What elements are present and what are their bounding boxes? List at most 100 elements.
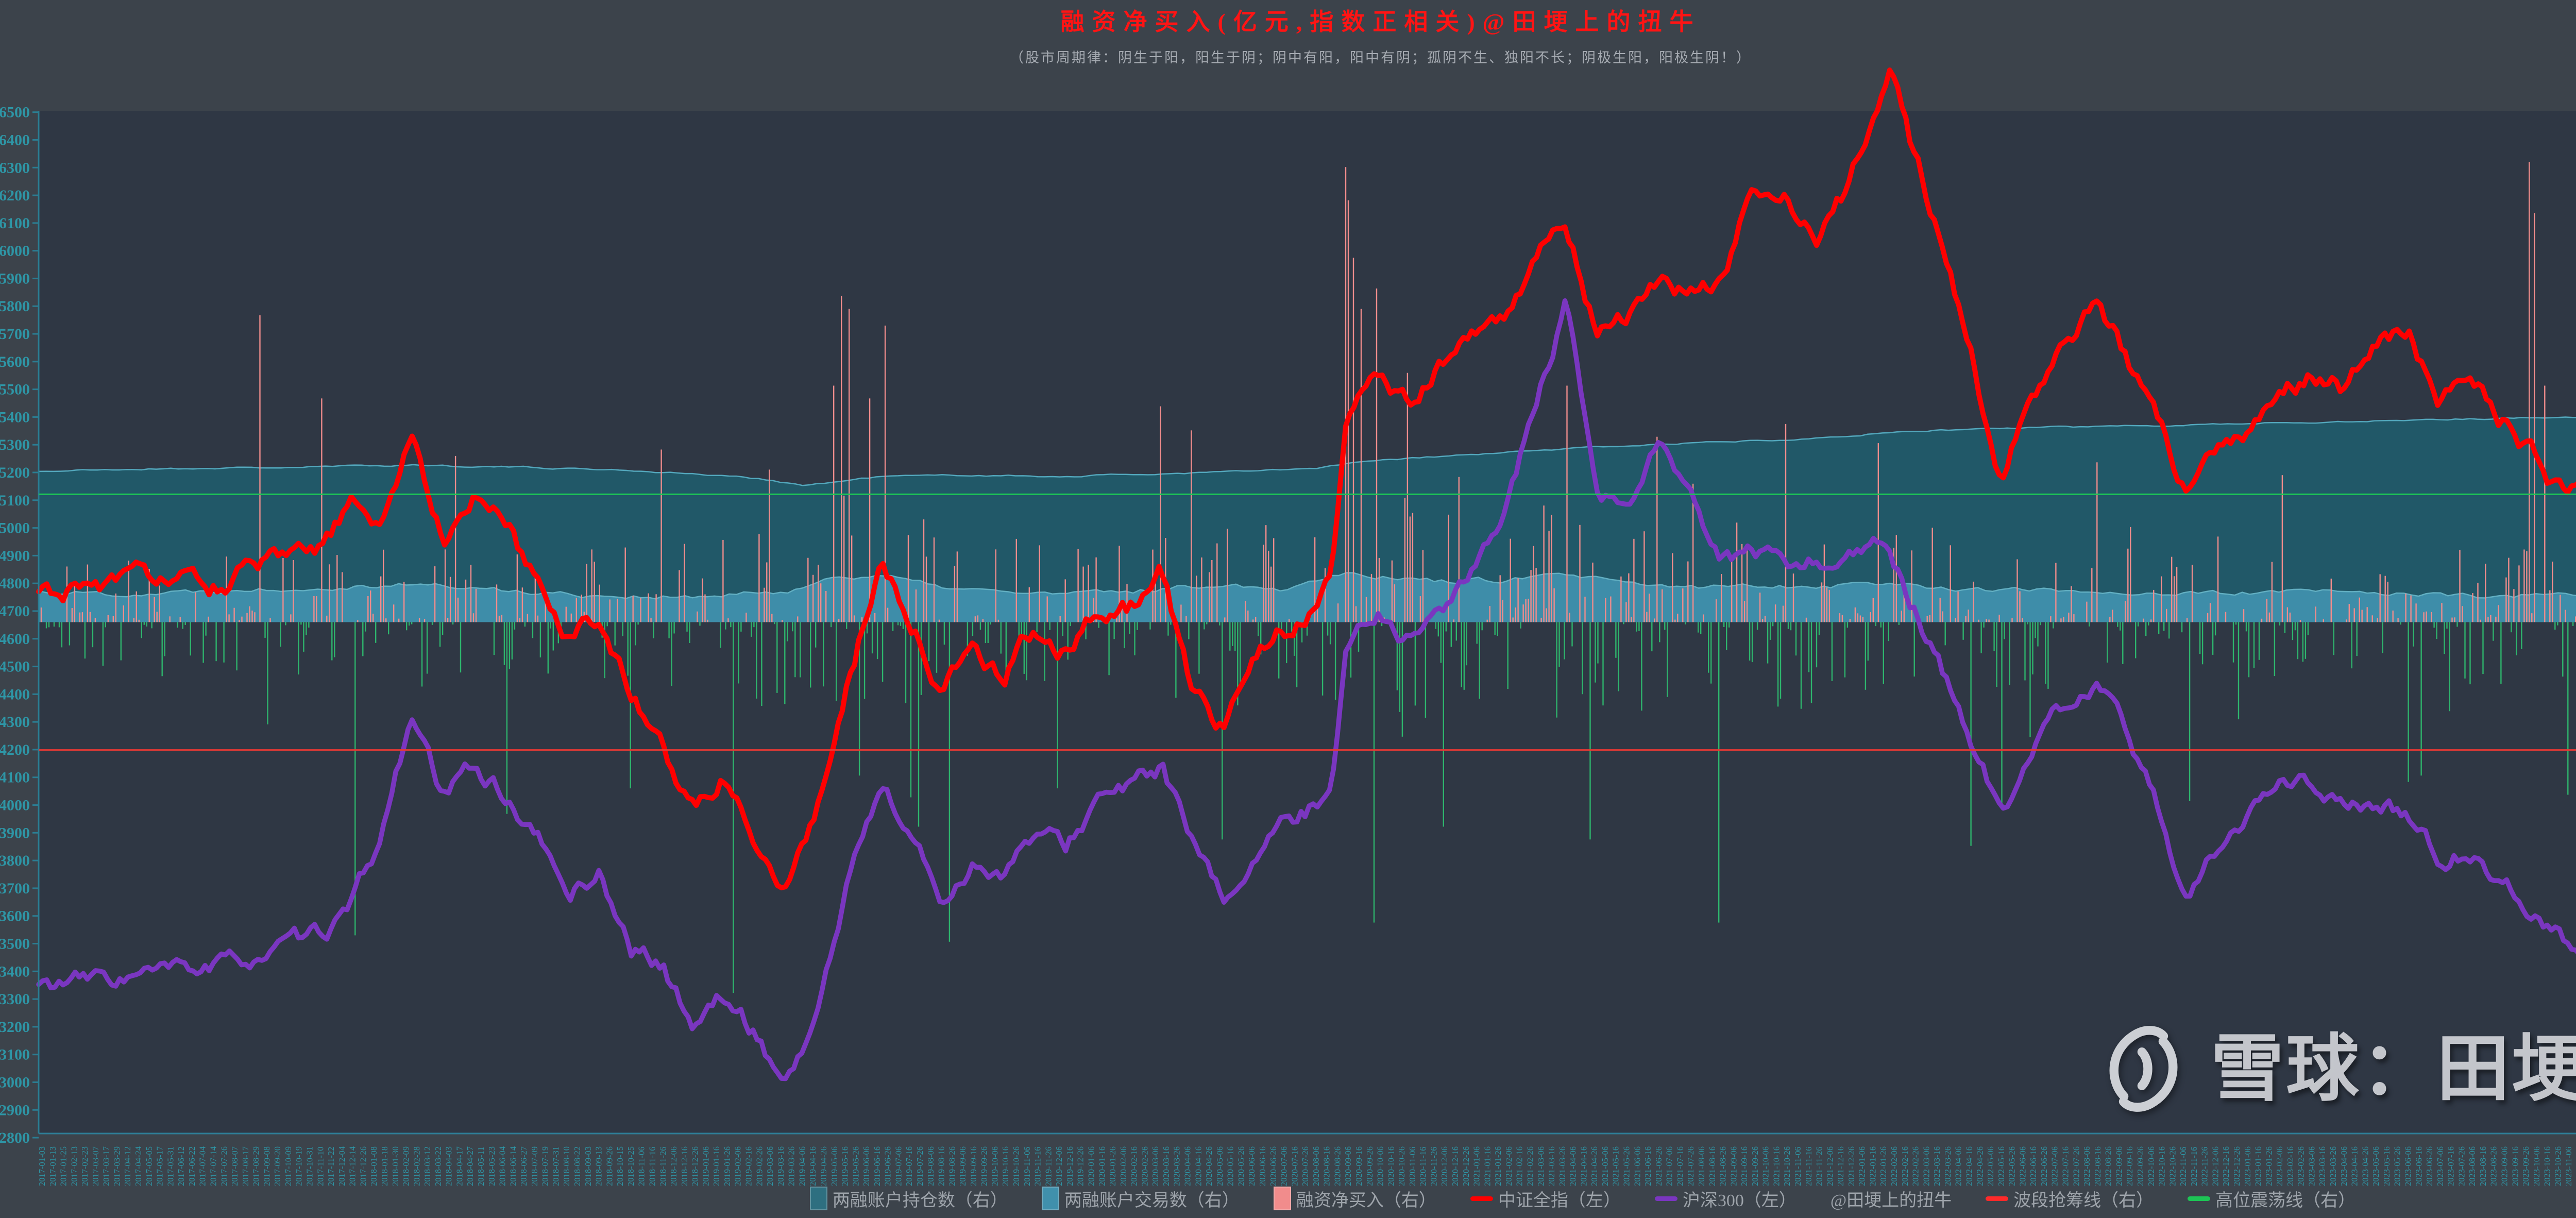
x-axis-label: 2019-08-06 [926, 1146, 936, 1186]
x-axis-label: 2018-03-22 [433, 1146, 443, 1186]
x-axis-label: 2023-09-16 [2510, 1146, 2520, 1186]
x-axis-label: 2021-11-16 [1804, 1147, 1814, 1186]
x-axis-label: 2019-03-16 [776, 1146, 786, 1186]
left-axis-label: 3900 [0, 824, 30, 841]
x-axis-label: 2023-11-06 [2564, 1147, 2573, 1186]
x-axis-label: 2023-03-26 [2328, 1146, 2338, 1186]
x-axis-label: 2020-08-26 [1332, 1146, 1342, 1186]
x-axis-label: 2018-06-14 [508, 1146, 518, 1186]
x-axis-label: 2018-07-31 [551, 1146, 561, 1186]
x-axis-label: 2019-08-16 [937, 1146, 946, 1186]
x-axis-label: 2022-02-16 [1900, 1146, 1910, 1186]
x-axis-label: 2021-09-06 [1728, 1146, 1738, 1186]
x-axis-label: 2018-09-03 [583, 1146, 593, 1186]
x-axis-label: 2021-04-06 [1568, 1146, 1578, 1186]
x-axis-label: 2022-08-06 [2082, 1146, 2092, 1186]
x-axis-label: 2023-01-06 [2243, 1146, 2252, 1186]
x-axis-label: 2019-10-16 [1001, 1146, 1010, 1186]
left-axis-label: 6100 [0, 215, 30, 232]
csi-all-share-swatch-icon [1470, 1196, 1493, 1201]
x-axis-label: 2019-06-26 [883, 1146, 893, 1186]
x-axis-label: 2020-01-16 [1097, 1146, 1107, 1186]
band-area [39, 417, 2576, 622]
x-axis-label: 2019-06-06 [861, 1146, 871, 1186]
x-axis-label: 2020-11-16 [1418, 1147, 1428, 1186]
legend-item-margin-net-buy[interactable]: 融资净买入（右） [1273, 1186, 1436, 1211]
x-axis-label: 2017-10-31 [305, 1146, 315, 1186]
x-axis-label: 2017-05-05 [144, 1146, 154, 1186]
x-axis-label: 2022-01-16 [1868, 1146, 1878, 1186]
x-axis-label: 2019-12-06 [1054, 1146, 1064, 1186]
x-axis-label: 2018-03-12 [422, 1146, 432, 1186]
x-axis-label: 2020-10-26 [1397, 1146, 1406, 1186]
legend-item-margin-trades[interactable]: 两融账户交易数（右） [1041, 1186, 1240, 1211]
x-axis-label: 2020-07-26 [1300, 1146, 1310, 1186]
x-axis-label: 2022-10-16 [2157, 1146, 2167, 1186]
x-axis-label: 2017-11-22 [326, 1147, 336, 1186]
x-axis-label: 2023-11-16 [2574, 1147, 2576, 1186]
x-axis-label: 2020-12-06 [1439, 1146, 1449, 1186]
x-axis-label: 2019-10-26 [1011, 1146, 1021, 1186]
x-axis-label: 2023-04-06 [2339, 1146, 2349, 1186]
x-axis-label: 2018-01-18 [380, 1146, 389, 1186]
x-axis-label: 2021-04-16 [1579, 1146, 1588, 1186]
x-axis-label: 2019-07-26 [915, 1146, 925, 1186]
legend-item-hs300[interactable]: 沪深300（左） [1654, 1186, 1797, 1211]
x-axis-label: 2019-09-16 [969, 1146, 978, 1186]
x-axis-label: 2017-09-08 [262, 1146, 272, 1186]
left-axis-label: 4300 [0, 714, 30, 731]
x-axis-label: 2022-09-06 [2114, 1146, 2124, 1186]
index-lines [36, 67, 2576, 1081]
x-axis-label: 2018-01-30 [391, 1146, 400, 1186]
x-axis-label: 2023-08-26 [2489, 1146, 2499, 1186]
x-axis-label: 2022-12-26 [2232, 1146, 2242, 1186]
x-axis-label: 2018-12-16 [680, 1146, 689, 1186]
x-axis-label: 2021-10-16 [1771, 1146, 1781, 1186]
margin-net-buy-swatch-icon [1273, 1187, 1291, 1210]
left-axis-label: 3200 [0, 1019, 30, 1036]
x-axis-label: 2020-08-06 [1311, 1146, 1321, 1186]
x-axis-label: 2023-09-26 [2521, 1146, 2531, 1186]
x-axis-label: 2023-08-06 [2467, 1146, 2477, 1186]
x-axis-label: 2021-07-16 [1675, 1146, 1685, 1186]
margin-holdings-swatch-icon [809, 1187, 827, 1210]
x-axis-label: 2020-03-16 [1161, 1146, 1171, 1186]
x-axis-label: 2021-01-06 [1472, 1146, 1482, 1186]
trade-area [39, 572, 2576, 622]
chart-legend: 两融账户持仓数（右） 两融账户交易数（右） 融资净买入（右） 中证全指（左） 沪深300… [0, 1185, 2576, 1212]
x-axis-label: 2020-12-26 [1461, 1146, 1471, 1186]
x-axis-label: 2017-12-04 [337, 1146, 347, 1186]
x-axis-label: 2018-06-27 [519, 1146, 529, 1186]
legend-item-high-osc-line[interactable]: 高位震荡线（右） [2188, 1186, 2355, 1211]
x-axis-label: 2022-05-06 [1986, 1146, 1995, 1186]
x-axis-label: 2022-02-06 [1889, 1146, 1899, 1186]
x-axis-label: 2021-07-26 [1686, 1146, 1696, 1186]
x-axis-label: 2019-01-06 [701, 1146, 710, 1186]
x-axis-label: 2021-02-26 [1526, 1146, 1535, 1186]
x-axis-label: 2017-08-07 [230, 1146, 240, 1186]
x-axis-label: 2018-10-25 [626, 1146, 636, 1186]
left-axis-label: 3300 [0, 991, 30, 1008]
x-axis-label: 2022-08-26 [2104, 1146, 2113, 1186]
band-chip-line-swatch-icon [1986, 1196, 2009, 1201]
left-axis-label: 3700 [0, 880, 30, 897]
band-edge [39, 416, 2576, 486]
x-axis-label: 2017-07-26 [219, 1146, 229, 1186]
x-axis-label: 2017-01-25 [59, 1146, 69, 1186]
legend-item-author[interactable]: @田埂上的扭牛 [1831, 1186, 1952, 1211]
left-axis-label: 5100 [0, 492, 30, 509]
x-axis-label: 2023-08-16 [2478, 1146, 2488, 1186]
legend-item-margin-holdings[interactable]: 两融账户持仓数（右） [809, 1186, 1008, 1211]
x-axis-label: 2023-04-16 [2350, 1146, 2360, 1186]
x-axis-label: 2019-04-06 [797, 1146, 807, 1186]
x-axis-labels: 2017-01-03 2017-01-13 2017-01-25 2017-02-13… [37, 1146, 2576, 1186]
x-axis-label: 2017-11-10 [315, 1147, 325, 1186]
x-axis-label: 2023-07-16 [2446, 1146, 2456, 1186]
x-axis-label: 2021-01-16 [1482, 1146, 1492, 1186]
legend-item-band-chip-line[interactable]: 波段抢筹线（右） [1986, 1186, 2154, 1211]
legend-item-csi-all-share[interactable]: 中证全指（左） [1470, 1186, 1621, 1211]
x-axis-label: 2018-12-26 [690, 1146, 700, 1186]
left-axis-label: 5300 [0, 436, 30, 453]
x-axis-label: 2018-02-28 [412, 1146, 421, 1186]
x-axis-label: 2022-03-06 [1921, 1146, 1931, 1186]
